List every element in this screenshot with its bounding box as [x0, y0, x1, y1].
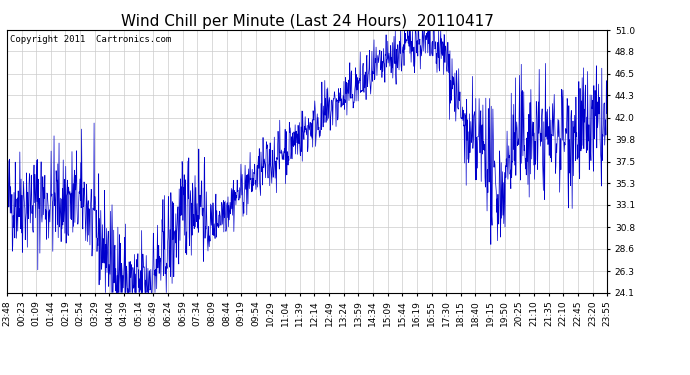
Title: Wind Chill per Minute (Last 24 Hours)  20110417: Wind Chill per Minute (Last 24 Hours) 20…	[121, 14, 493, 29]
Text: Copyright 2011  Cartronics.com: Copyright 2011 Cartronics.com	[10, 35, 171, 44]
